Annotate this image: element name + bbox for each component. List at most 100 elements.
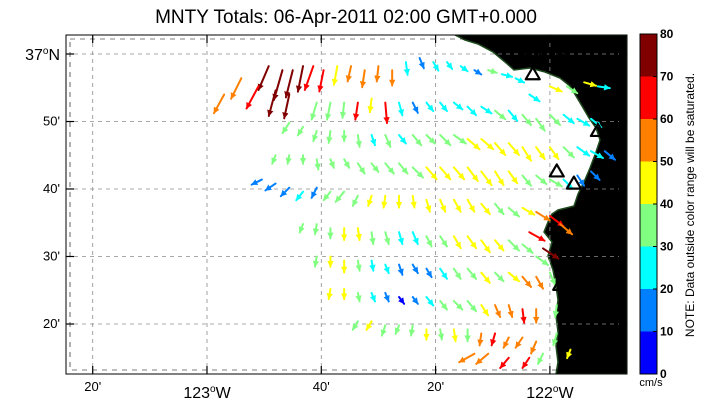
current-vector xyxy=(477,332,484,347)
current-vector xyxy=(596,84,611,91)
current-vector xyxy=(480,138,495,151)
current-vector xyxy=(551,332,559,347)
current-vector xyxy=(507,206,520,218)
current-vector xyxy=(397,101,405,117)
current-vector xyxy=(514,77,526,84)
current-vector xyxy=(452,166,466,181)
current-vector xyxy=(466,267,478,280)
current-vector xyxy=(590,150,604,159)
current-vector xyxy=(369,259,376,272)
current-vector xyxy=(326,129,333,144)
current-vector xyxy=(370,162,380,173)
current-vector xyxy=(439,134,452,147)
current-vector xyxy=(355,134,362,148)
current-vector xyxy=(494,170,505,187)
current-vector xyxy=(408,324,416,337)
current-vector xyxy=(507,304,514,318)
current-vector xyxy=(369,231,376,246)
current-vector xyxy=(370,134,377,147)
axis-label-lon-123w: 123oW xyxy=(183,384,231,402)
colorbar-segment xyxy=(640,331,657,374)
reference-vector-label: 25 cm/s xyxy=(519,43,567,58)
radar-station-marker xyxy=(548,163,565,178)
current-vector xyxy=(383,291,390,303)
current-vector xyxy=(536,352,545,365)
current-vector xyxy=(480,304,490,317)
current-vector xyxy=(411,134,423,147)
scale-bar: 10 km xyxy=(568,235,610,254)
axis-label-lat-30: 30' xyxy=(43,249,60,264)
current-vector xyxy=(548,113,562,126)
axis-label-lon-40: 40' xyxy=(313,379,330,394)
current-vector xyxy=(425,267,433,279)
current-vector xyxy=(403,61,410,76)
current-vector xyxy=(548,271,556,286)
scale-bar-label: 10 km xyxy=(573,235,610,250)
colorbar-segment xyxy=(640,76,657,119)
radar-stations xyxy=(524,66,607,291)
current-vector xyxy=(281,121,291,135)
current-vector xyxy=(548,146,560,161)
current-vector xyxy=(521,356,531,369)
colorbar-tick-label: 30 xyxy=(660,240,674,254)
current-vector xyxy=(475,352,490,365)
current-vector xyxy=(494,109,507,121)
current-vector xyxy=(267,89,277,117)
current-vector xyxy=(328,158,335,169)
current-vector xyxy=(425,296,435,307)
current-vector xyxy=(380,324,387,337)
axis-label-lon-20a: 20' xyxy=(84,379,101,394)
colorbar-unit: cm/s xyxy=(639,377,663,389)
axis-label-degree-mark: o xyxy=(553,384,559,395)
current-vector xyxy=(521,275,532,288)
current-vector xyxy=(397,231,404,246)
current-vector xyxy=(452,267,462,280)
current-vector xyxy=(521,243,534,254)
current-vector xyxy=(411,231,419,246)
axis-label-hemisphere: W xyxy=(558,385,574,402)
current-vector xyxy=(432,61,440,72)
current-vector xyxy=(356,162,366,175)
current-vector xyxy=(494,271,505,283)
plot-inner-frame xyxy=(69,38,624,371)
current-vector xyxy=(459,65,469,73)
current-vector xyxy=(466,138,481,151)
current-vector xyxy=(314,158,321,171)
current-vector xyxy=(499,356,510,369)
current-vector xyxy=(331,65,339,86)
axis-label-degrees: 37 xyxy=(25,47,43,64)
current-vector xyxy=(425,235,433,248)
current-vector xyxy=(264,182,277,192)
current-vector xyxy=(590,170,601,181)
current-vector xyxy=(394,324,401,335)
current-vector xyxy=(284,69,294,99)
current-vector xyxy=(480,239,491,254)
current-vector xyxy=(535,146,546,161)
current-vector xyxy=(411,263,419,275)
current-vector xyxy=(487,68,498,75)
current-vector xyxy=(310,186,318,199)
current-vector xyxy=(398,296,406,305)
current-vector xyxy=(298,223,305,234)
current-vector xyxy=(355,227,362,242)
current-vector xyxy=(367,97,374,114)
current-vector xyxy=(507,239,520,252)
current-vector xyxy=(384,162,395,175)
latitude-labels: 37oN 50' 40' 30' 20' xyxy=(25,46,60,331)
current-vector xyxy=(439,300,448,311)
colorbar-tick-label: 60 xyxy=(660,112,674,126)
current-vector xyxy=(480,271,491,284)
colorbar-tick-label: 0 xyxy=(660,367,667,381)
current-vector xyxy=(365,320,373,331)
current-vector xyxy=(466,235,478,250)
axis-label-lat-40: 40' xyxy=(43,181,60,196)
current-vector xyxy=(576,174,586,187)
current-vector xyxy=(295,190,305,202)
current-vector xyxy=(343,158,351,169)
current-vector xyxy=(507,170,519,185)
axis-label-lat-20: 20' xyxy=(43,316,60,331)
current-vector xyxy=(439,101,448,113)
colorbar-segment xyxy=(640,204,657,247)
current-vector xyxy=(466,300,478,313)
